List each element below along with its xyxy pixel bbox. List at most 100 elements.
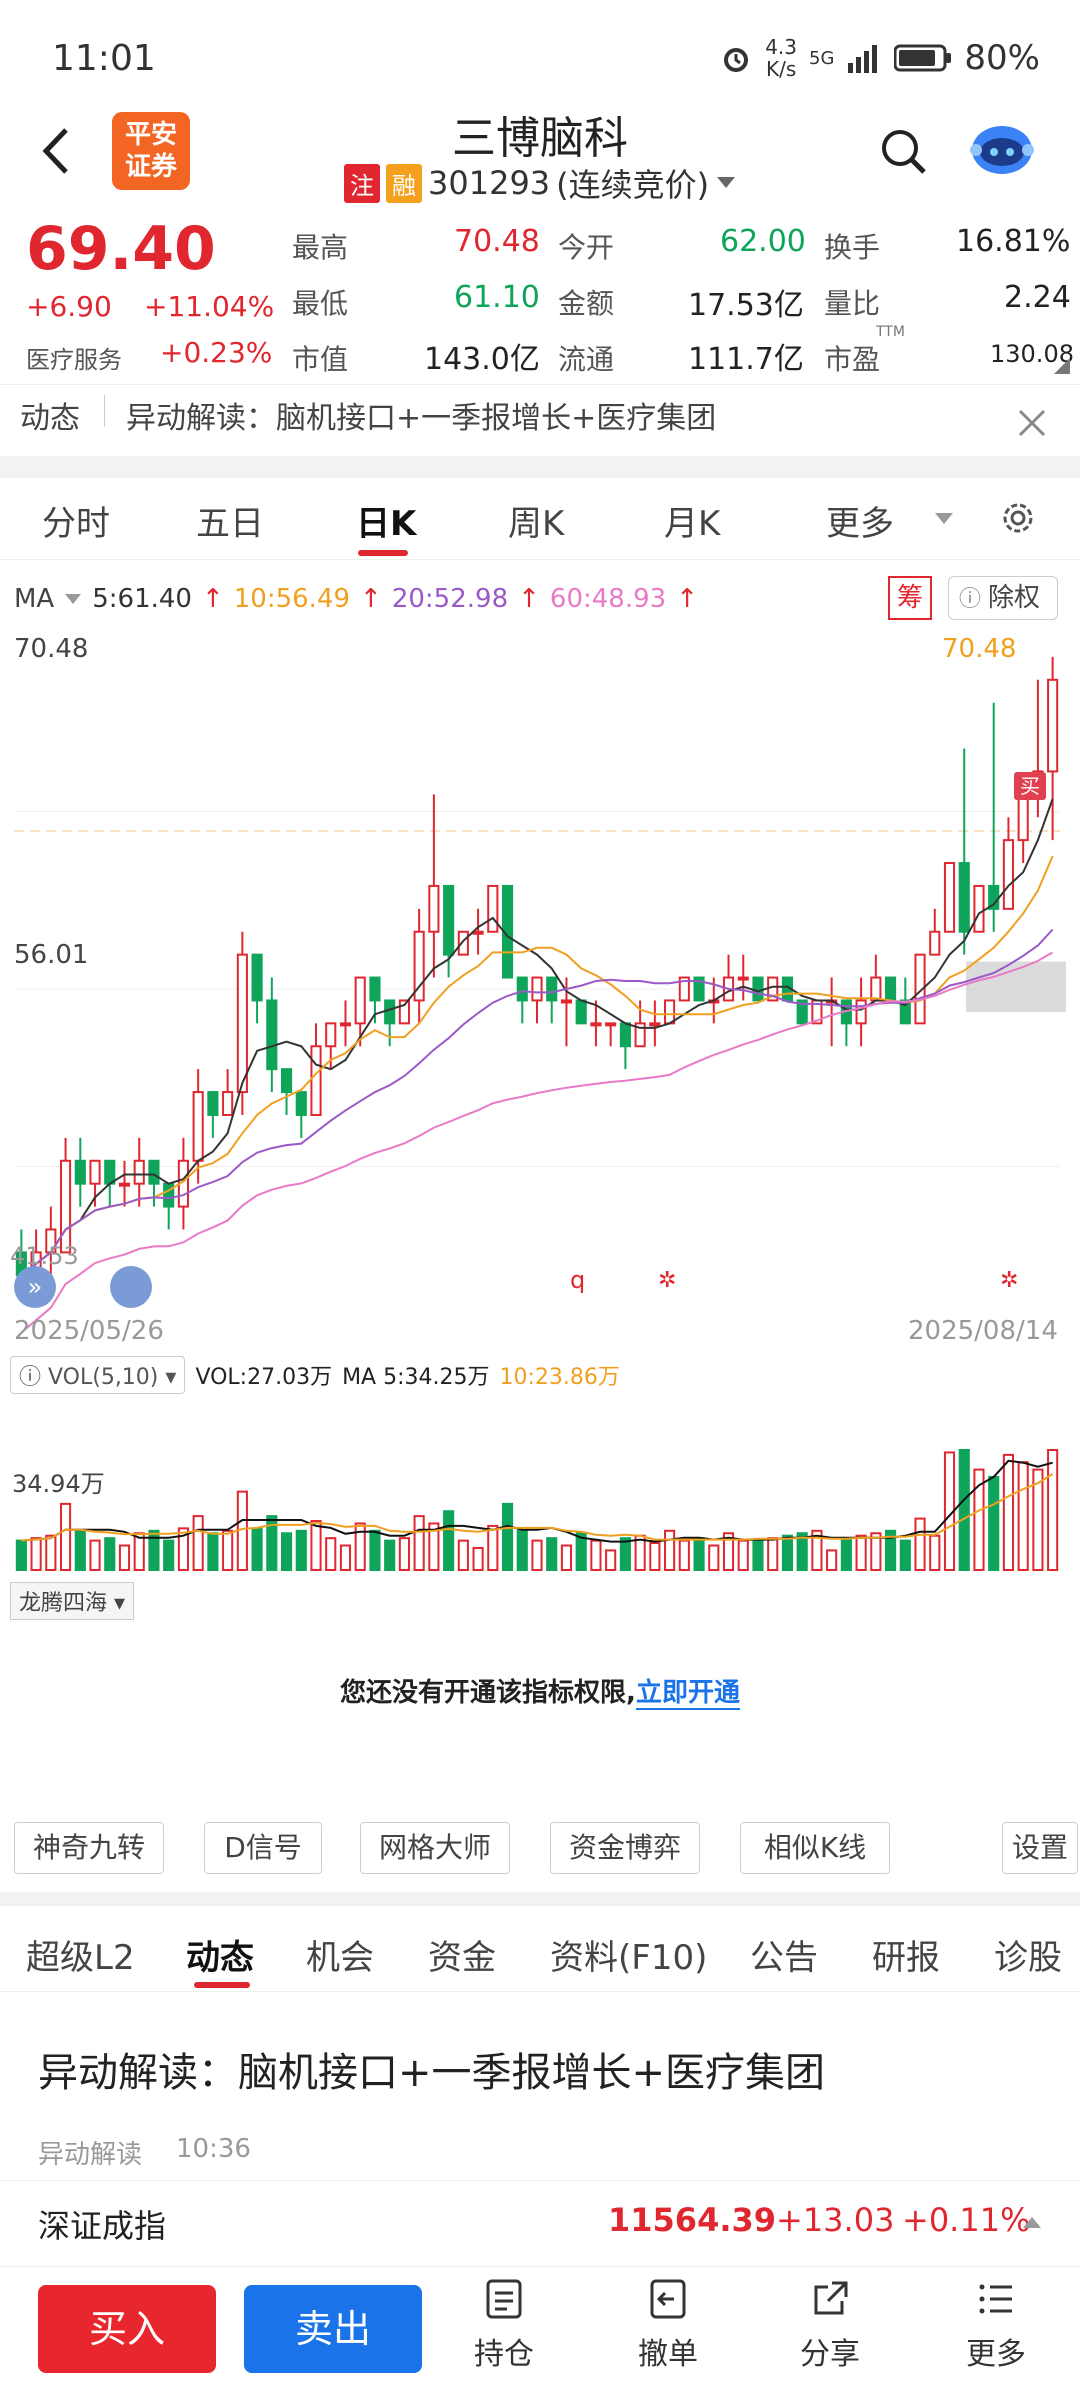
volume-chart[interactable]	[0, 1400, 1080, 1580]
indicator-settings-button[interactable]: 设置	[1002, 1822, 1078, 1874]
sub-indicator-select[interactable]: 龙腾四海 ▾	[10, 1582, 135, 1620]
candle-body	[236, 953, 248, 1094]
tab-more[interactable]: 更多	[826, 504, 894, 544]
expand-corner-icon[interactable]	[1054, 358, 1070, 374]
index-ticker[interactable]: 深证成指 11564.39 +13.03 +0.11%	[0, 2180, 1080, 2266]
activate-link[interactable]: 立即开通	[635, 1678, 740, 1710]
candle-body	[914, 953, 926, 1025]
ma60-line	[20, 951, 1054, 1334]
tab-weekly-k[interactable]: 周K	[508, 504, 565, 544]
candle-body	[443, 884, 455, 956]
scroll-handle-icon[interactable]	[110, 1266, 152, 1308]
stock-name: 三博脑科	[452, 113, 628, 164]
candle-body	[163, 1182, 175, 1208]
candle-body	[89, 1159, 101, 1185]
scroll-left-icon[interactable]: »	[14, 1266, 56, 1308]
indicator-button[interactable]: 资金博弈	[550, 1822, 700, 1874]
volume-bar	[796, 1532, 808, 1571]
candle-body	[384, 999, 396, 1025]
volume-bar	[811, 1529, 823, 1572]
volume-bar	[384, 1539, 396, 1571]
caret-down-icon	[717, 177, 736, 188]
caret-up-icon[interactable]	[1022, 2215, 1042, 2229]
vol-ma10-line	[21, 1473, 1054, 1542]
tab-super-l2[interactable]: 超级L2	[26, 1938, 135, 1978]
volume-bar	[855, 1534, 867, 1571]
stock-code: 301293	[428, 164, 551, 202]
index-change: +13.03	[776, 2201, 895, 2239]
chip-distribution-button[interactable]: 筹	[888, 576, 932, 620]
vol-indicator-select[interactable]: ⓘ VOL(5,10) ▾	[10, 1356, 186, 1394]
news-item-title[interactable]: 异动解读：脑机接口+一季报增长+医疗集团	[38, 2050, 826, 2096]
sell-button[interactable]: 卖出	[244, 2285, 422, 2373]
news-item-time: 10:36	[176, 2134, 251, 2164]
ma10-line	[20, 855, 1054, 1277]
close-icon[interactable]	[1016, 407, 1048, 439]
indicator-button[interactable]: 神奇九转	[14, 1822, 164, 1874]
candlestick-chart[interactable]	[0, 624, 1080, 1384]
mcap-label: 市值	[292, 343, 349, 376]
volume-bar	[826, 1549, 838, 1571]
candle-body	[207, 1091, 219, 1116]
ex-rights-button[interactable]: ⓘ 除权	[948, 576, 1058, 620]
volume-bar	[413, 1515, 425, 1572]
volume-bar	[722, 1532, 735, 1571]
candle-body	[737, 976, 749, 981]
volume-bar	[45, 1534, 57, 1571]
tab-funds[interactable]: 资金	[428, 1938, 496, 1978]
more-button[interactable]: 更多	[946, 2277, 1046, 2373]
buy-signal-mark[interactable]: 买	[1014, 772, 1046, 800]
search-icon[interactable]	[878, 126, 930, 178]
robot-assistant-icon[interactable]	[966, 116, 1038, 180]
ma-legend[interactable]: MA 5:61.40 ↑ 10:56.49 ↑ 20:52.98 ↑ 60:48.93…	[14, 584, 698, 614]
tab-minute[interactable]: 分时	[42, 504, 110, 544]
ma10-value: 10:56.49	[233, 584, 351, 614]
indicator-button[interactable]: D信号	[204, 1822, 322, 1874]
cancel-order-button[interactable]: 撤单	[618, 2277, 718, 2373]
candle-body	[531, 976, 543, 1002]
volume-bar	[1047, 1449, 1059, 1571]
net-speed: 4.3 K/s	[765, 35, 798, 81]
buy-button[interactable]: 买入	[38, 2285, 216, 2373]
volume-legend[interactable]: ⓘ VOL(5,10) ▾ VOL:27.03万 MA 5:34.25万 10:…	[10, 1356, 620, 1394]
candle-body	[192, 1091, 204, 1162]
tab-opportunity[interactable]: 机会	[306, 1938, 374, 1978]
high-label: 最高	[292, 231, 349, 264]
section-gap	[0, 456, 1080, 478]
volume-bar	[590, 1539, 602, 1571]
kline-chart-area[interactable]: MA 5:61.40 ↑ 10:56.49 ↑ 20:52.98 ↑ 60:48.93…	[0, 560, 1080, 1880]
tab-diagnose[interactable]: 诊股	[994, 1938, 1062, 1978]
tab-announcements[interactable]: 公告	[750, 1938, 818, 1978]
tab-research[interactable]: 研报	[872, 1938, 940, 1978]
news-ticker[interactable]: 动态 异动解读：脑机接口+一季报增长+医疗集团	[0, 384, 1080, 456]
holdings-button[interactable]: 持仓	[454, 2277, 554, 2373]
sector-name[interactable]: 医疗服务	[26, 346, 122, 374]
tab-f10[interactable]: 资料(F10)	[550, 1938, 708, 1978]
indicator-button[interactable]: 相似K线	[740, 1822, 890, 1874]
indicator-button[interactable]: 网格大师	[360, 1822, 510, 1874]
candle-body	[649, 1022, 661, 1027]
candle-body	[664, 999, 676, 1025]
tab-news[interactable]: 动态	[186, 1938, 254, 1978]
news-text: 异动解读：脑机接口+一季报增长+医疗集团	[126, 401, 717, 436]
quote-panel: 69.40 +6.90 +11.04% 医疗服务 +0.23% 最高 70.48…	[0, 212, 1080, 382]
pe-ttm-label: TTM	[876, 324, 905, 340]
volume-bar	[781, 1534, 794, 1571]
volume-bar	[899, 1539, 911, 1571]
chart-period-tabs: 分时 五日 日K 周K 月K 更多	[0, 478, 1080, 560]
stock-sub[interactable]: 注 融 301293 (连续竞价)	[344, 160, 737, 206]
caret-down-icon	[65, 594, 82, 604]
tab-five-day[interactable]: 五日	[196, 504, 264, 544]
volume-bar	[472, 1546, 484, 1571]
candle-body	[899, 999, 911, 1025]
high-price-mark: 70.48	[942, 634, 1017, 664]
tab-monthly-k[interactable]: 月K	[664, 504, 721, 544]
vol-ma10-value: 10:23.86万	[499, 1365, 620, 1390]
back-icon[interactable]	[38, 126, 74, 176]
tab-daily-k[interactable]: 日K	[356, 504, 417, 544]
candle-body	[1002, 839, 1015, 910]
settings-gear-icon[interactable]	[998, 498, 1038, 538]
share-button[interactable]: 分享	[780, 2277, 880, 2373]
stock-header: 平安 证券 三博脑科 注 融 301293 (连续竞价)	[0, 100, 1080, 210]
volume-bar	[428, 1522, 440, 1572]
